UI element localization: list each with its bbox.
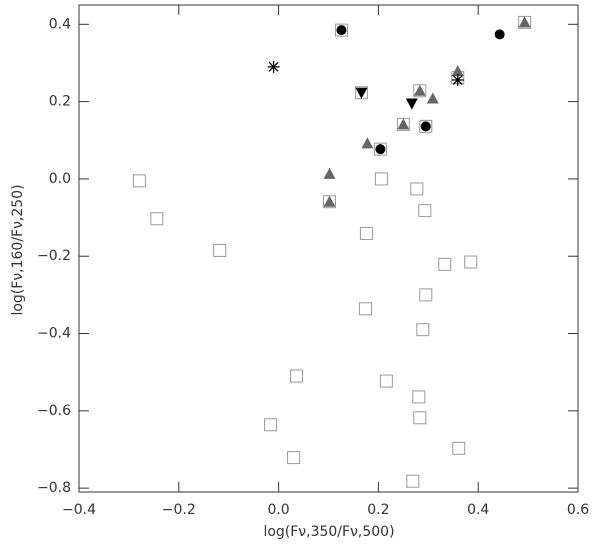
y-tick-label: −0.6 bbox=[37, 403, 71, 419]
x-tick-label: 0.2 bbox=[367, 502, 389, 518]
square-point bbox=[413, 411, 427, 425]
square-point bbox=[412, 390, 426, 404]
square-point bbox=[410, 182, 424, 196]
square-point bbox=[374, 172, 388, 186]
square-point bbox=[290, 369, 304, 383]
square-point bbox=[438, 257, 452, 271]
square-point bbox=[419, 119, 433, 133]
triangle-point bbox=[518, 16, 531, 28]
triangle-point bbox=[323, 167, 336, 179]
square-point bbox=[379, 374, 393, 388]
square-point bbox=[334, 23, 348, 37]
asterisk-point bbox=[267, 60, 280, 73]
down-triangle-point bbox=[405, 98, 418, 110]
square-point bbox=[150, 212, 164, 226]
y-tick-label: −0.8 bbox=[37, 480, 71, 496]
triangle-point bbox=[397, 118, 410, 130]
y-tick-label: 0.2 bbox=[49, 94, 71, 110]
square-point bbox=[213, 243, 227, 257]
square-point bbox=[418, 204, 432, 218]
square-point bbox=[419, 288, 433, 302]
square-point bbox=[416, 323, 430, 337]
x-tick-label: 0.0 bbox=[267, 502, 289, 518]
square-point bbox=[132, 174, 146, 188]
triangle-point bbox=[323, 195, 336, 207]
square-point bbox=[359, 226, 373, 240]
x-tick-label: 0.4 bbox=[467, 502, 489, 518]
x-tick-label: −0.4 bbox=[62, 502, 96, 518]
circle-point bbox=[420, 121, 431, 132]
x-axis-label: log(Fν,350/Fν,500) bbox=[263, 524, 394, 540]
y-tick-label: 0.0 bbox=[49, 171, 71, 187]
triangle-point bbox=[413, 84, 426, 96]
y-tick-label: −0.2 bbox=[37, 248, 71, 264]
square-point bbox=[373, 142, 387, 156]
x-tick-label: −0.2 bbox=[162, 502, 196, 518]
y-axis-label: log(Fν,160/Fν,250) bbox=[10, 184, 26, 315]
square-point bbox=[287, 451, 301, 465]
square-point bbox=[264, 418, 278, 432]
square-point bbox=[358, 302, 372, 316]
triangle-point bbox=[361, 137, 374, 149]
asterisk-point bbox=[451, 73, 464, 86]
triangle-point bbox=[426, 92, 439, 104]
circle-point bbox=[494, 29, 505, 40]
square-point bbox=[406, 474, 420, 488]
circle-point bbox=[336, 25, 347, 36]
square-point bbox=[452, 441, 466, 455]
square-point bbox=[464, 255, 478, 269]
down-triangle-point bbox=[355, 87, 368, 99]
y-tick-label: 0.4 bbox=[49, 16, 71, 32]
x-tick-label: 0.6 bbox=[567, 502, 589, 518]
y-tick-label: −0.4 bbox=[37, 326, 71, 342]
triangle-point bbox=[451, 65, 464, 77]
plot-frame bbox=[78, 4, 579, 493]
circle-point bbox=[375, 144, 386, 155]
